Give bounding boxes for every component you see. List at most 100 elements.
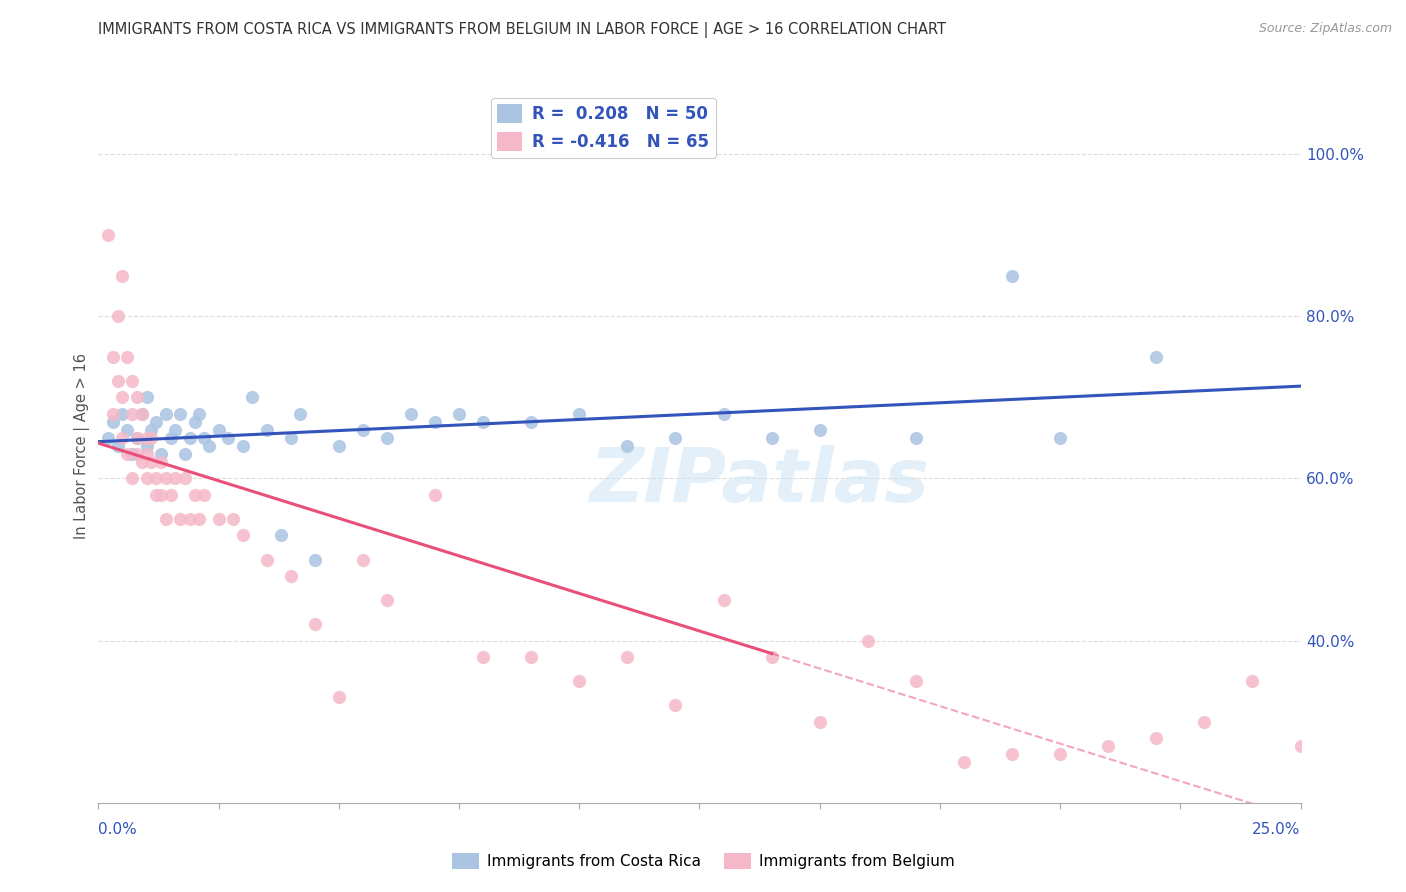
Point xyxy=(904,674,927,689)
Point xyxy=(101,407,124,421)
Point xyxy=(111,407,134,421)
Point xyxy=(423,415,446,429)
Point xyxy=(1001,268,1024,283)
Point xyxy=(125,390,148,404)
Point xyxy=(121,471,143,485)
Point xyxy=(111,268,134,283)
Point xyxy=(280,568,302,582)
Text: ZIPatlas: ZIPatlas xyxy=(589,445,929,518)
Point xyxy=(304,552,326,566)
Point xyxy=(616,439,638,453)
Point xyxy=(183,415,205,429)
Point xyxy=(328,439,350,453)
Point xyxy=(111,390,134,404)
Point xyxy=(131,407,153,421)
Point xyxy=(240,390,263,404)
Point xyxy=(117,447,139,461)
Point xyxy=(520,415,543,429)
Y-axis label: In Labor Force | Age > 16: In Labor Force | Age > 16 xyxy=(75,353,90,539)
Text: 0.0%: 0.0% xyxy=(98,822,138,837)
Point xyxy=(352,423,374,437)
Point xyxy=(111,431,134,445)
Point xyxy=(141,455,163,469)
Point xyxy=(135,447,157,461)
Point xyxy=(135,390,157,404)
Point xyxy=(149,488,172,502)
Point xyxy=(188,512,211,526)
Point xyxy=(159,431,181,445)
Point xyxy=(97,431,120,445)
Point xyxy=(953,756,976,770)
Point xyxy=(808,423,831,437)
Point xyxy=(208,512,231,526)
Point xyxy=(304,617,326,632)
Point xyxy=(1194,714,1216,729)
Point xyxy=(472,415,495,429)
Point xyxy=(121,374,143,388)
Text: IMMIGRANTS FROM COSTA RICA VS IMMIGRANTS FROM BELGIUM IN LABOR FORCE | AGE > 16 : IMMIGRANTS FROM COSTA RICA VS IMMIGRANTS… xyxy=(98,22,946,38)
Point xyxy=(1049,747,1071,761)
Point xyxy=(125,431,148,445)
Point xyxy=(155,471,177,485)
Point xyxy=(664,698,686,713)
Point xyxy=(217,431,239,445)
Point xyxy=(447,407,470,421)
Point xyxy=(208,423,231,437)
Point xyxy=(1144,731,1167,745)
Point xyxy=(117,350,139,364)
Point xyxy=(520,649,543,664)
Point xyxy=(155,407,177,421)
Text: Source: ZipAtlas.com: Source: ZipAtlas.com xyxy=(1258,22,1392,36)
Point xyxy=(198,439,221,453)
Point xyxy=(101,350,124,364)
Point xyxy=(131,407,153,421)
Point xyxy=(808,714,831,729)
Point xyxy=(131,455,153,469)
Point xyxy=(568,407,591,421)
Point xyxy=(222,512,245,526)
Point xyxy=(1241,674,1264,689)
Point xyxy=(121,447,143,461)
Point xyxy=(761,431,783,445)
Point xyxy=(280,431,302,445)
Point xyxy=(125,447,148,461)
Point xyxy=(145,471,167,485)
Point xyxy=(375,431,398,445)
Point xyxy=(107,439,129,453)
Point xyxy=(179,512,201,526)
Point xyxy=(107,374,129,388)
Point xyxy=(125,431,148,445)
Legend: R =  0.208   N = 50, R = -0.416   N = 65: R = 0.208 N = 50, R = -0.416 N = 65 xyxy=(491,97,716,158)
Point xyxy=(165,423,187,437)
Legend: Immigrants from Costa Rica, Immigrants from Belgium: Immigrants from Costa Rica, Immigrants f… xyxy=(446,847,960,875)
Point xyxy=(165,471,187,485)
Point xyxy=(352,552,374,566)
Point xyxy=(179,431,201,445)
Point xyxy=(1144,350,1167,364)
Point xyxy=(149,447,172,461)
Point xyxy=(145,415,167,429)
Point xyxy=(399,407,422,421)
Point xyxy=(713,593,735,607)
Point xyxy=(568,674,591,689)
Point xyxy=(256,423,278,437)
Point xyxy=(1097,739,1119,753)
Point xyxy=(375,593,398,607)
Point xyxy=(174,471,197,485)
Point xyxy=(141,431,163,445)
Point xyxy=(856,633,879,648)
Point xyxy=(664,431,686,445)
Point xyxy=(328,690,350,705)
Point xyxy=(135,439,157,453)
Point xyxy=(159,488,181,502)
Point xyxy=(155,512,177,526)
Point xyxy=(232,528,254,542)
Point xyxy=(149,455,172,469)
Point xyxy=(761,649,783,664)
Point xyxy=(290,407,312,421)
Point xyxy=(121,407,143,421)
Point xyxy=(174,447,197,461)
Point xyxy=(713,407,735,421)
Point xyxy=(145,488,167,502)
Point xyxy=(270,528,292,542)
